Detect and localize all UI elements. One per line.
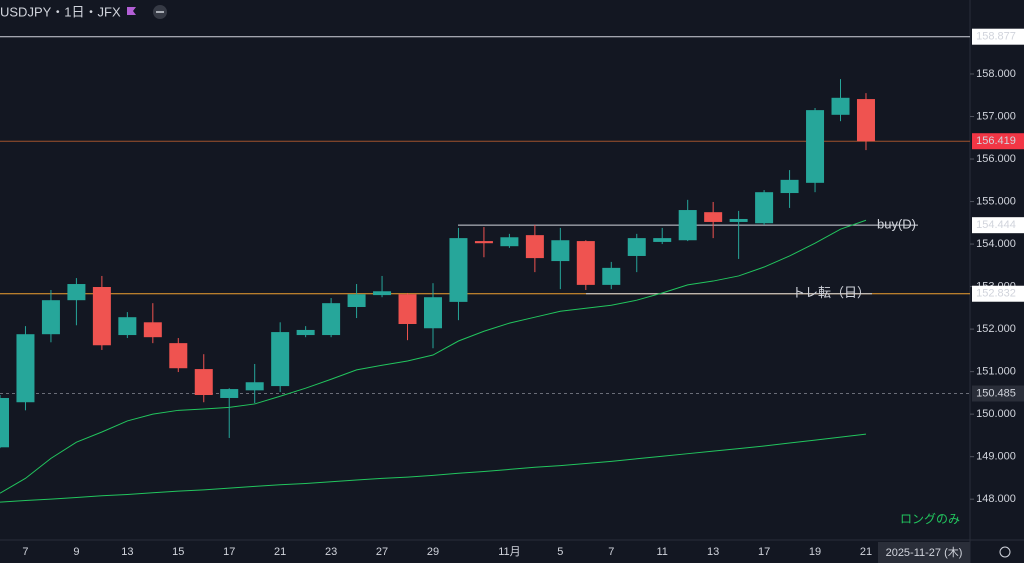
candle-body bbox=[245, 382, 264, 391]
current-date: 2025-11-27 (木) bbox=[886, 546, 963, 559]
x-tick-label: 5 bbox=[557, 546, 563, 558]
x-tick-label: 27 bbox=[376, 546, 388, 558]
price-label-box bbox=[972, 217, 1024, 234]
flag-icon[interactable] bbox=[127, 7, 136, 15]
line-label: トレ転（日） bbox=[792, 285, 870, 300]
candle-body bbox=[653, 238, 672, 242]
candle-body bbox=[500, 237, 519, 247]
y-tick-label: 156.000 bbox=[976, 153, 1016, 165]
candle-body bbox=[627, 238, 646, 256]
price-label: 156.419 bbox=[976, 135, 1016, 147]
candle-body bbox=[755, 192, 774, 224]
x-tick-label: 13 bbox=[121, 546, 133, 558]
line-label: buy(D) bbox=[877, 217, 916, 232]
candle-body bbox=[347, 294, 366, 307]
candle-body bbox=[67, 284, 86, 301]
moving-average bbox=[0, 219, 867, 494]
candle-body bbox=[831, 97, 850, 115]
candle-body bbox=[780, 179, 799, 194]
x-tick-label: 11 bbox=[657, 546, 668, 558]
candle-body bbox=[143, 322, 162, 338]
x-tick-label: 15 bbox=[172, 546, 184, 558]
candle-body bbox=[398, 294, 417, 324]
price-label-box bbox=[972, 133, 1024, 150]
x-tick-label: 23 bbox=[325, 546, 337, 558]
settings-icon[interactable] bbox=[999, 546, 1011, 558]
candle-body bbox=[194, 369, 213, 396]
y-tick-label: 157.000 bbox=[976, 110, 1016, 122]
x-tick-label: 7 bbox=[22, 546, 28, 558]
price-label-box bbox=[972, 385, 1024, 402]
candle-body bbox=[169, 343, 188, 369]
moving-average bbox=[0, 433, 867, 503]
plot-area: buy(D) トレ転（日） bbox=[0, 36, 970, 503]
y-tick-label: 151.000 bbox=[976, 366, 1016, 378]
price-label: 150.485 bbox=[976, 387, 1016, 399]
y-tick-label: 152.000 bbox=[976, 323, 1016, 335]
x-tick-label: 21 bbox=[274, 546, 286, 558]
candle-body bbox=[423, 297, 442, 329]
candle-body bbox=[806, 110, 825, 183]
price-label: 158.877 bbox=[976, 31, 1016, 43]
x-tick-label: 17 bbox=[758, 546, 770, 558]
x-tick-label: 29 bbox=[427, 546, 439, 558]
candle-body bbox=[322, 303, 341, 336]
chart-title: USDJPY・1日・JFX bbox=[0, 4, 121, 19]
candle-body bbox=[296, 329, 315, 336]
x-tick-label: 9 bbox=[73, 546, 79, 558]
candle-body bbox=[602, 267, 621, 285]
x-tick-label: 7 bbox=[608, 546, 614, 558]
candle-body bbox=[271, 332, 290, 387]
note: ロングのみ bbox=[900, 512, 960, 526]
candle-body bbox=[0, 397, 9, 448]
x-tick-label: 21 bbox=[860, 546, 872, 558]
candle-body bbox=[474, 241, 493, 244]
y-tick-label: 154.000 bbox=[976, 238, 1016, 250]
candle-body bbox=[220, 389, 239, 398]
price-label-box bbox=[972, 28, 1024, 45]
candle-body bbox=[704, 212, 723, 222]
x-tick-label: 13 bbox=[707, 546, 719, 558]
x-tick-label: 11月 bbox=[498, 546, 520, 558]
candle-body bbox=[41, 300, 60, 335]
candle-body bbox=[92, 287, 111, 346]
candle-body bbox=[678, 210, 697, 241]
axes: 148.000149.000150.000151.000152.000153.0… bbox=[22, 28, 1024, 558]
candle-body bbox=[373, 291, 392, 296]
x-tick-label: 19 bbox=[809, 546, 821, 558]
candle-body bbox=[118, 317, 137, 336]
candle-body bbox=[16, 334, 35, 403]
x-tick-label: 17 bbox=[223, 546, 235, 558]
candle-body bbox=[449, 238, 468, 302]
y-tick-label: 150.000 bbox=[976, 408, 1016, 420]
y-tick-label: 148.000 bbox=[976, 493, 1016, 505]
y-tick-label: 155.000 bbox=[976, 195, 1016, 207]
price-label: 152.832 bbox=[976, 288, 1016, 300]
candle-body bbox=[551, 240, 570, 262]
candle-body bbox=[729, 218, 748, 222]
y-tick-label: 158.000 bbox=[976, 68, 1016, 80]
candle-body bbox=[525, 235, 544, 259]
price-label: 154.444 bbox=[976, 219, 1016, 231]
date-box bbox=[878, 542, 970, 563]
candle-body bbox=[576, 241, 595, 285]
price-label-box bbox=[972, 285, 1024, 302]
candle-body bbox=[856, 99, 875, 142]
y-tick-label: 149.000 bbox=[976, 451, 1016, 463]
